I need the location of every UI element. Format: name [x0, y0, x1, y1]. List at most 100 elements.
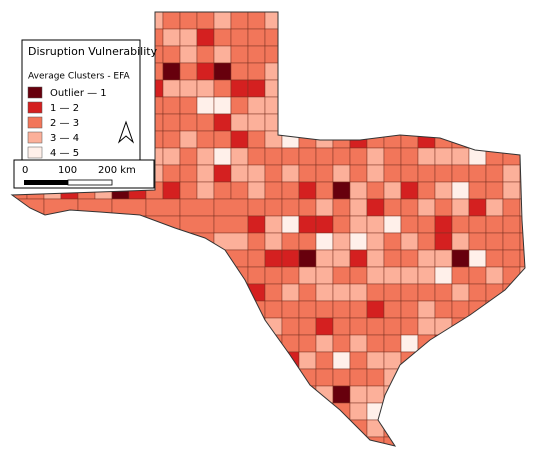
county — [468, 198, 487, 217]
county — [264, 385, 283, 404]
county — [264, 249, 283, 268]
county — [162, 113, 181, 132]
county — [400, 12, 419, 30]
county — [485, 96, 504, 115]
county — [366, 385, 385, 404]
county — [111, 402, 147, 421]
county — [179, 62, 198, 81]
county — [519, 113, 525, 132]
county — [264, 181, 283, 200]
county — [213, 368, 249, 387]
county — [366, 419, 385, 438]
county — [332, 385, 351, 404]
county — [332, 113, 351, 132]
county — [145, 368, 181, 387]
county — [264, 96, 283, 115]
county — [145, 351, 181, 370]
county — [332, 232, 351, 251]
county — [485, 198, 504, 217]
county — [230, 130, 249, 149]
county — [12, 436, 45, 446]
county — [349, 147, 368, 166]
county — [77, 300, 113, 319]
county — [179, 283, 215, 302]
county — [162, 79, 181, 98]
county — [383, 317, 402, 336]
county — [417, 300, 436, 319]
county — [213, 96, 232, 115]
county — [332, 181, 351, 200]
county — [332, 368, 351, 387]
county — [213, 28, 232, 47]
county — [417, 436, 436, 446]
county — [485, 436, 504, 446]
county — [519, 419, 525, 438]
county — [315, 79, 334, 98]
county — [434, 385, 453, 404]
county — [179, 147, 198, 166]
county — [230, 79, 249, 98]
county — [264, 419, 283, 438]
county — [502, 164, 521, 183]
county — [213, 62, 232, 81]
county — [451, 266, 470, 285]
county — [417, 164, 436, 183]
county — [502, 249, 521, 268]
county — [12, 249, 45, 268]
county — [332, 249, 351, 268]
county — [485, 283, 504, 302]
county — [451, 96, 470, 115]
county — [213, 181, 232, 200]
county — [213, 385, 249, 404]
county — [400, 215, 419, 234]
county — [43, 334, 79, 353]
county — [502, 368, 521, 387]
county — [383, 368, 402, 387]
county — [485, 351, 504, 370]
county — [366, 351, 385, 370]
county — [451, 198, 470, 217]
county — [196, 45, 215, 64]
county — [43, 215, 79, 234]
county — [383, 28, 402, 47]
county — [179, 436, 215, 446]
county — [298, 436, 317, 446]
county — [383, 147, 402, 166]
county — [519, 164, 525, 183]
county — [12, 266, 45, 285]
county — [213, 334, 249, 353]
county — [400, 113, 419, 132]
county — [502, 300, 521, 319]
county — [298, 181, 317, 200]
county — [281, 283, 300, 302]
county — [179, 130, 198, 149]
county — [400, 147, 419, 166]
county — [349, 164, 368, 183]
county — [400, 300, 419, 319]
county — [502, 283, 521, 302]
county — [485, 130, 504, 149]
county — [502, 62, 521, 81]
county — [196, 96, 215, 115]
county — [230, 164, 249, 183]
county — [451, 79, 470, 98]
county — [179, 45, 198, 64]
county — [298, 164, 317, 183]
county — [264, 12, 283, 30]
county — [247, 45, 266, 64]
county — [502, 334, 521, 353]
county — [468, 351, 487, 370]
county — [468, 113, 487, 132]
county — [434, 215, 453, 234]
county — [502, 215, 521, 234]
county — [417, 12, 436, 30]
county — [179, 317, 215, 336]
county — [281, 402, 300, 421]
county — [111, 215, 147, 234]
county — [451, 62, 470, 81]
county — [502, 385, 521, 404]
county — [315, 198, 334, 217]
county — [383, 249, 402, 268]
county — [400, 28, 419, 47]
county — [468, 436, 487, 446]
